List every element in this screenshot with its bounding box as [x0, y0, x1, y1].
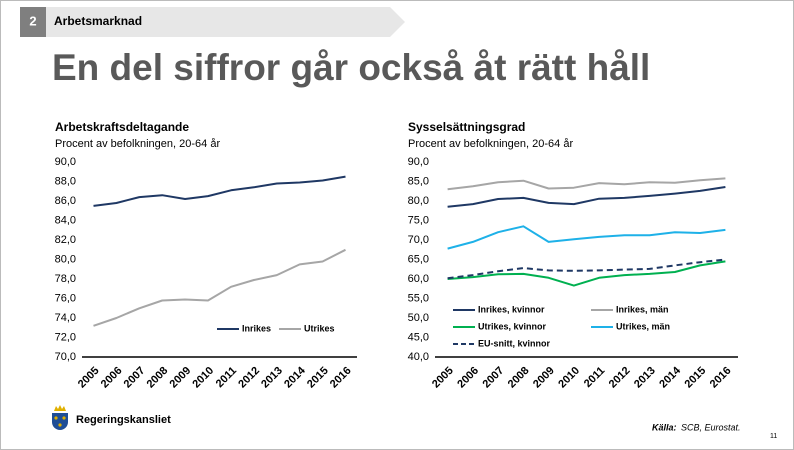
- y-tick-label: 76,0: [55, 292, 76, 304]
- logo: [52, 405, 68, 430]
- y-tick-label: 88,0: [55, 175, 76, 187]
- y-tick-label: 74,0: [55, 312, 76, 324]
- y-tick-label: 80,0: [408, 195, 429, 207]
- org-name: Regeringskansliet: [76, 414, 171, 426]
- legend-label: Inrikes: [242, 323, 271, 333]
- source: SCB, Eurostat.: [681, 422, 741, 432]
- header-band: [20, 7, 405, 37]
- y-tick-label: 65,0: [408, 253, 429, 265]
- series-line: [93, 248, 346, 327]
- slide-title: En del siffror går också åt rätt håll: [52, 47, 650, 88]
- y-tick-label: 82,0: [55, 234, 76, 246]
- y-tick-label: 45,0: [408, 331, 429, 343]
- y-tick-label: 70,0: [55, 351, 76, 363]
- chart-title: Sysselsättningsgrad: [408, 120, 525, 134]
- y-tick-label: 84,0: [55, 214, 76, 226]
- y-tick-label: 78,0: [55, 273, 76, 285]
- y-tick-label: 86,0: [55, 195, 76, 207]
- legend-label: Utrikes, kvinnor: [478, 321, 547, 331]
- legend-label: Utrikes: [304, 323, 335, 333]
- series-line: [447, 258, 726, 280]
- y-tick-label: 55,0: [408, 292, 429, 304]
- y-tick-label: 72,0: [55, 331, 76, 343]
- series-line: [447, 225, 726, 250]
- y-tick-label: 70,0: [408, 234, 429, 246]
- legend-label: EU-snitt, kvinnor: [478, 338, 551, 348]
- page-number: 11: [770, 433, 777, 440]
- y-tick-label: 50,0: [408, 312, 429, 324]
- chart-subtitle: Procent av befolkningen, 20-64 år: [55, 138, 220, 150]
- legend-label: Inrikes, kvinnor: [478, 304, 545, 314]
- section-box: [20, 7, 46, 37]
- y-tick-label: 85,0: [408, 175, 429, 187]
- series-line: [447, 260, 726, 287]
- chart-subtitle: Procent av befolkningen, 20-64 år: [408, 138, 573, 150]
- y-tick-label: 90,0: [55, 156, 76, 168]
- y-tick-label: 60,0: [408, 273, 429, 285]
- legend-label: Utrikes, män: [616, 321, 670, 331]
- section-number: 2: [29, 13, 36, 28]
- chart-title: Arbetskraftsdeltagande: [55, 120, 189, 134]
- y-tick-label: 90,0: [408, 156, 429, 168]
- series-line: [93, 175, 346, 207]
- y-tick-label: 40,0: [408, 351, 429, 363]
- series-line: [447, 177, 726, 191]
- section-name: Arbetsmarknad: [54, 14, 142, 28]
- legend-label: Inrikes, män: [616, 304, 669, 314]
- source-label: Källa:: [652, 422, 677, 432]
- y-tick-label: 75,0: [408, 214, 429, 226]
- series-line: [447, 186, 726, 208]
- y-tick-label: 80,0: [55, 253, 76, 265]
